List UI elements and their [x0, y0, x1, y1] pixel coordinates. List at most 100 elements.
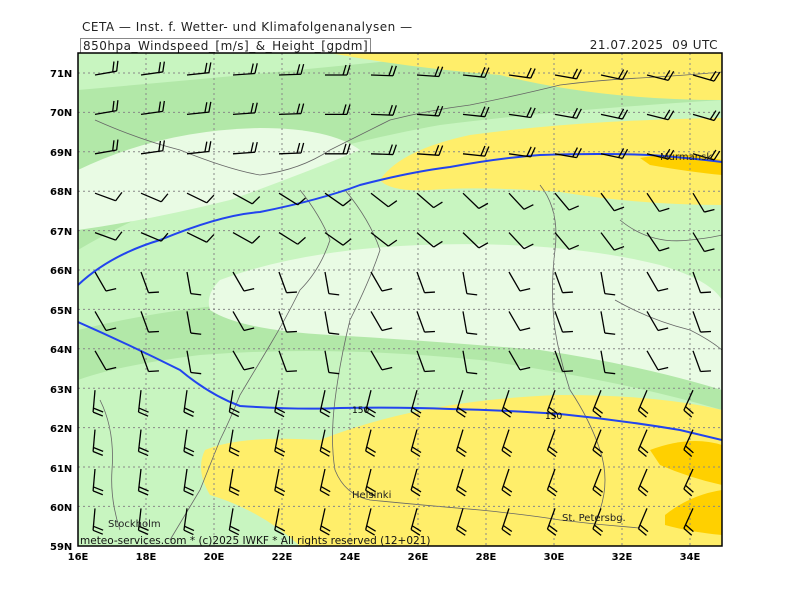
wind-barb: [228, 508, 240, 536]
wind-barb: [416, 66, 444, 78]
wind-barb: [232, 232, 261, 244]
wind-barb: [278, 271, 297, 294]
lon-label: 18E: [136, 552, 157, 563]
wind-barb: [183, 468, 195, 496]
wind-barb: [92, 429, 104, 456]
lat-label: 65N: [50, 306, 72, 317]
wind-barb: [501, 468, 513, 497]
wind-barb: [646, 70, 675, 81]
wind-barb: [278, 192, 306, 206]
wind-barb: [370, 232, 398, 247]
place-stockholm: Stockholm: [108, 519, 161, 530]
wind-barb: [324, 350, 340, 375]
wind-barb: [646, 232, 670, 252]
wind-barb: [692, 110, 721, 122]
wind-barb: [94, 311, 117, 332]
lon-label: 32E: [612, 552, 633, 563]
lat-label: 60N: [50, 503, 72, 514]
wind-barb: [410, 429, 422, 457]
wind-barb: [186, 271, 202, 296]
wind-barb: [232, 141, 258, 155]
contour-label-150-b: 150: [545, 412, 562, 422]
wind-barb: [416, 145, 444, 156]
header-source: CETA — Inst. f. Wetter- und Klimafolgena…: [82, 20, 413, 34]
wind-barb: [140, 232, 169, 242]
wind-barb: [278, 142, 305, 155]
wind-barb: [140, 192, 169, 203]
wind-barb: [319, 390, 331, 418]
wind-barb: [508, 67, 536, 79]
wind-barb: [692, 232, 715, 253]
wind-barb: [683, 389, 694, 418]
place-murmansk: Murmansk: [660, 152, 712, 163]
wind-barb: [228, 429, 240, 457]
wind-barb: [416, 271, 435, 294]
wind-barb: [278, 232, 306, 245]
wind-barb: [274, 468, 286, 497]
wind-barb: [637, 508, 649, 536]
wind-barbs: [92, 60, 721, 536]
wind-barb: [692, 149, 721, 161]
wind-barb: [94, 191, 123, 202]
wind-barb: [546, 429, 558, 458]
field-core-east: [650, 441, 722, 485]
wind-barb: [637, 389, 649, 418]
lon-label: 30E: [544, 552, 565, 563]
wind-barb: [692, 70, 721, 82]
wind-barb: [546, 508, 558, 536]
wind-barb: [94, 231, 123, 241]
wind-barb: [324, 232, 352, 246]
wind-barb: [416, 350, 435, 373]
wind-barb: [324, 311, 340, 335]
wind-barb: [501, 389, 513, 418]
wind-barb: [228, 390, 240, 418]
height-contour-south: [78, 321, 722, 441]
wind-barb: [462, 350, 478, 375]
wind-barb: [637, 468, 649, 497]
wind-barb: [232, 311, 255, 332]
wind-barb: [646, 350, 669, 371]
wind-barb: [324, 192, 352, 207]
wind-barb: [600, 271, 616, 296]
wind-barb: [508, 232, 534, 250]
wind-barb: [600, 311, 616, 335]
wind-barb: [370, 104, 397, 116]
wind-barb: [501, 429, 513, 458]
wind-barb: [646, 311, 669, 332]
wind-barb: [137, 508, 149, 535]
wind-barb: [140, 140, 166, 155]
wind-barb: [365, 390, 376, 418]
gridlines: [78, 53, 722, 546]
wind-barb: [683, 468, 694, 497]
wind-barb: [94, 100, 119, 116]
wind-barb: [646, 192, 670, 213]
wind-barb: [232, 63, 258, 76]
wind-barb: [370, 350, 393, 371]
wind-barb: [554, 271, 573, 294]
wind-barb: [554, 311, 573, 333]
field-yellow-north: [330, 53, 722, 100]
wind-barb: [508, 311, 531, 332]
lat-label: 64N: [50, 345, 72, 356]
lat-label: 67N: [50, 227, 72, 238]
wind-barb: [683, 508, 694, 536]
wind-barb: [278, 311, 297, 333]
place-stpetersburg: St. Petersbg.: [562, 513, 626, 524]
lat-label: 69N: [50, 148, 72, 159]
field-core-southeast: [665, 490, 722, 535]
wind-barb: [683, 429, 694, 457]
lat-label: 62N: [50, 424, 72, 435]
wind-barb: [462, 192, 489, 210]
lat-label: 59N: [50, 542, 72, 553]
wind-barb: [94, 350, 117, 371]
contour-label-150-a: 150: [352, 406, 369, 416]
wind-barb: [646, 271, 669, 292]
wind-barb: [325, 104, 351, 116]
wind-barb: [278, 63, 305, 76]
field-yellow-kola: [380, 118, 722, 205]
wind-barb: [554, 147, 582, 159]
wind-barb: [410, 508, 422, 536]
wind-barb: [365, 468, 376, 497]
wind-barb: [554, 68, 582, 80]
wind-barb: [410, 468, 422, 497]
